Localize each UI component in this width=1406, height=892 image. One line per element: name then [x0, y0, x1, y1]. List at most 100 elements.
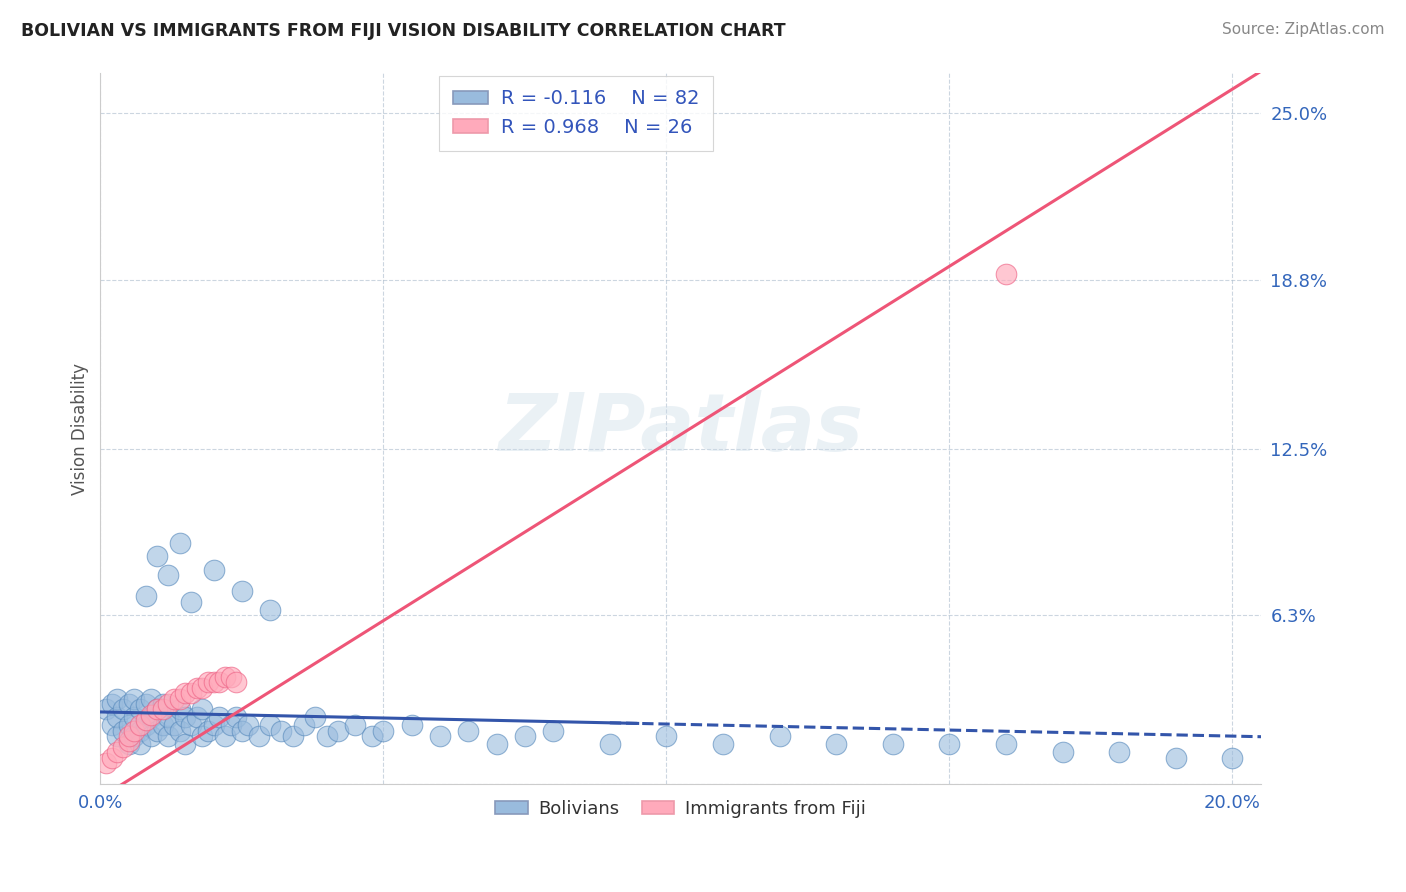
Point	[197, 675, 219, 690]
Point	[146, 549, 169, 564]
Point	[236, 718, 259, 732]
Point	[180, 686, 202, 700]
Point	[191, 702, 214, 716]
Point	[825, 737, 848, 751]
Point	[768, 729, 790, 743]
Point	[94, 702, 117, 716]
Point	[225, 710, 247, 724]
Point	[326, 723, 349, 738]
Point	[141, 707, 163, 722]
Point	[186, 681, 208, 695]
Point	[100, 718, 122, 732]
Point	[599, 737, 621, 751]
Text: ZIPatlas: ZIPatlas	[498, 390, 863, 467]
Point	[141, 691, 163, 706]
Point	[259, 718, 281, 732]
Point	[541, 723, 564, 738]
Point	[202, 675, 225, 690]
Point	[174, 686, 197, 700]
Point	[105, 710, 128, 724]
Point	[197, 723, 219, 738]
Point	[174, 710, 197, 724]
Point	[180, 595, 202, 609]
Point	[191, 681, 214, 695]
Point	[231, 584, 253, 599]
Point	[1052, 745, 1074, 759]
Point	[124, 723, 146, 738]
Point	[191, 729, 214, 743]
Point	[157, 729, 180, 743]
Point	[1222, 750, 1244, 764]
Point	[135, 697, 157, 711]
Point	[124, 729, 146, 743]
Point	[219, 670, 242, 684]
Point	[118, 734, 141, 748]
Text: Source: ZipAtlas.com: Source: ZipAtlas.com	[1222, 22, 1385, 37]
Point	[118, 729, 141, 743]
Point	[129, 723, 152, 738]
Point	[135, 718, 157, 732]
Point	[105, 729, 128, 743]
Point	[401, 718, 423, 732]
Point	[152, 697, 174, 711]
Point	[219, 718, 242, 732]
Point	[231, 723, 253, 738]
Point	[457, 723, 479, 738]
Point	[270, 723, 292, 738]
Text: BOLIVIAN VS IMMIGRANTS FROM FIJI VISION DISABILITY CORRELATION CHART: BOLIVIAN VS IMMIGRANTS FROM FIJI VISION …	[21, 22, 786, 40]
Legend: Bolivians, Immigrants from Fiji: Bolivians, Immigrants from Fiji	[488, 793, 873, 825]
Point	[315, 729, 337, 743]
Point	[938, 737, 960, 751]
Point	[169, 723, 191, 738]
Point	[304, 710, 326, 724]
Point	[259, 603, 281, 617]
Y-axis label: Vision Disability: Vision Disability	[72, 363, 89, 495]
Point	[208, 710, 231, 724]
Point	[1164, 750, 1187, 764]
Point	[157, 710, 180, 724]
Point	[174, 737, 197, 751]
Point	[202, 563, 225, 577]
Point	[152, 718, 174, 732]
Point	[995, 268, 1018, 282]
Point	[135, 713, 157, 727]
Point	[163, 718, 186, 732]
Point	[111, 702, 134, 716]
Point	[429, 729, 451, 743]
Point	[124, 710, 146, 724]
Point	[1108, 745, 1130, 759]
Point	[141, 710, 163, 724]
Point	[485, 737, 508, 751]
Point	[882, 737, 904, 751]
Point	[118, 697, 141, 711]
Point	[129, 737, 152, 751]
Point	[208, 675, 231, 690]
Point	[118, 718, 141, 732]
Point	[157, 568, 180, 582]
Point	[995, 737, 1018, 751]
Point	[111, 739, 134, 754]
Point	[100, 750, 122, 764]
Point	[105, 691, 128, 706]
Point	[163, 691, 186, 706]
Point	[655, 729, 678, 743]
Point	[169, 702, 191, 716]
Point	[111, 723, 134, 738]
Point	[281, 729, 304, 743]
Point	[344, 718, 367, 732]
Point	[292, 718, 315, 732]
Point	[94, 756, 117, 770]
Point	[100, 697, 122, 711]
Point	[247, 729, 270, 743]
Point	[169, 691, 191, 706]
Point	[118, 737, 141, 751]
Point	[146, 723, 169, 738]
Point	[214, 729, 236, 743]
Point	[124, 691, 146, 706]
Point	[141, 729, 163, 743]
Point	[169, 536, 191, 550]
Point	[129, 718, 152, 732]
Point	[225, 675, 247, 690]
Point	[373, 723, 395, 738]
Point	[186, 710, 208, 724]
